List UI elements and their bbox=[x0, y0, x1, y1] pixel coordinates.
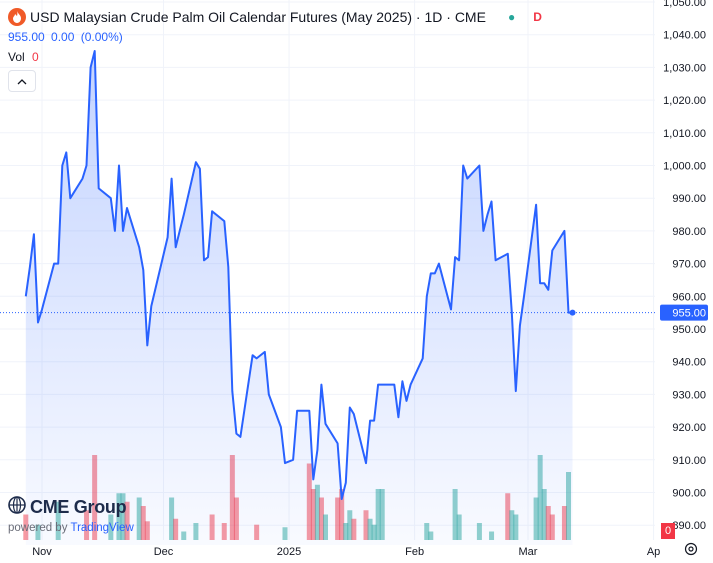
price-axis-tick: 890.00 bbox=[672, 520, 706, 532]
price-area-fill bbox=[25, 51, 573, 545]
branding[interactable]: CME Group powered by TradingView bbox=[8, 496, 134, 534]
last-price-label: 955.00 bbox=[672, 308, 706, 320]
time-axis-label: Dec bbox=[154, 546, 174, 558]
price-axis-tick: 920.00 bbox=[672, 422, 706, 434]
price-change-percent: (0.00%) bbox=[80, 30, 123, 44]
last-price-label-bg bbox=[660, 304, 708, 321]
price-axis-tick: 980.00 bbox=[672, 226, 706, 238]
tradingview-logo: TradingView bbox=[70, 522, 134, 534]
price-axis-tick: 910.00 bbox=[672, 455, 706, 467]
market-status-dot[interactable]: ● bbox=[507, 10, 516, 24]
symbol-header[interactable]: USD Malaysian Crude Palm Oil Calendar Fu… bbox=[8, 6, 542, 28]
volume-legend[interactable]: Vol 0 bbox=[8, 50, 39, 64]
chevron-up-icon bbox=[17, 72, 27, 90]
time-axis-label: 2025 bbox=[277, 546, 301, 558]
volume-label: Vol bbox=[8, 50, 25, 64]
last-price-value: 955.00 bbox=[8, 30, 45, 44]
volume-value: 0 bbox=[32, 50, 39, 64]
volume-axis-badge: 0 bbox=[661, 523, 675, 539]
price-axis-tick: 1,040.00 bbox=[663, 30, 706, 42]
cme-group-logo: CME Group bbox=[30, 497, 127, 517]
price-axis-tick: 1,000.00 bbox=[663, 161, 706, 173]
time-axis-label: Feb bbox=[405, 546, 424, 558]
cme-globe-icon bbox=[8, 496, 26, 519]
price-axis-tick: 970.00 bbox=[672, 259, 706, 271]
price-axis-tick: 950.00 bbox=[672, 324, 706, 336]
price-axis-tick: 940.00 bbox=[672, 357, 706, 369]
collapse-legend-button[interactable] bbox=[8, 70, 36, 92]
market-status-delayed[interactable]: D bbox=[533, 10, 542, 24]
last-price-marker bbox=[569, 309, 576, 316]
gear-icon bbox=[684, 542, 698, 561]
price-axis-tick: 1,010.00 bbox=[663, 128, 706, 140]
flame-icon bbox=[8, 8, 26, 26]
price-axis-tick: 1,030.00 bbox=[663, 62, 706, 74]
price-axis-tick: 1,020.00 bbox=[663, 95, 706, 107]
time-axis-label: Ap bbox=[647, 546, 660, 558]
powered-prefix: powered by bbox=[8, 522, 68, 534]
price-axis[interactable]: 1,050.00 1,040.00 1,030.00 1,020.00 1,010.00… bbox=[663, 0, 706, 532]
time-axis[interactable]: Nov Dec 2025 Feb Mar Ap bbox=[32, 546, 660, 558]
price-line-series bbox=[24, 50, 573, 500]
price-axis-tick: 1,050.00 bbox=[663, 0, 706, 9]
price-axis-tick: 990.00 bbox=[672, 193, 706, 205]
symbol-title: USD Malaysian Crude Palm Oil Calendar Fu… bbox=[30, 9, 486, 25]
powered-by-text: powered by TradingView bbox=[8, 522, 134, 534]
price-axis-tick: 960.00 bbox=[672, 291, 706, 303]
price-change-value: 0.00 bbox=[51, 30, 75, 44]
price-axis-tick: 930.00 bbox=[672, 389, 706, 401]
chart-settings-button[interactable] bbox=[683, 542, 699, 561]
price-readout: 955.00 0.00 (0.00%) bbox=[8, 30, 126, 44]
price-axis-tick: 900.00 bbox=[672, 488, 706, 500]
time-axis-label: Nov bbox=[32, 546, 52, 558]
time-axis-label: Mar bbox=[519, 546, 538, 558]
